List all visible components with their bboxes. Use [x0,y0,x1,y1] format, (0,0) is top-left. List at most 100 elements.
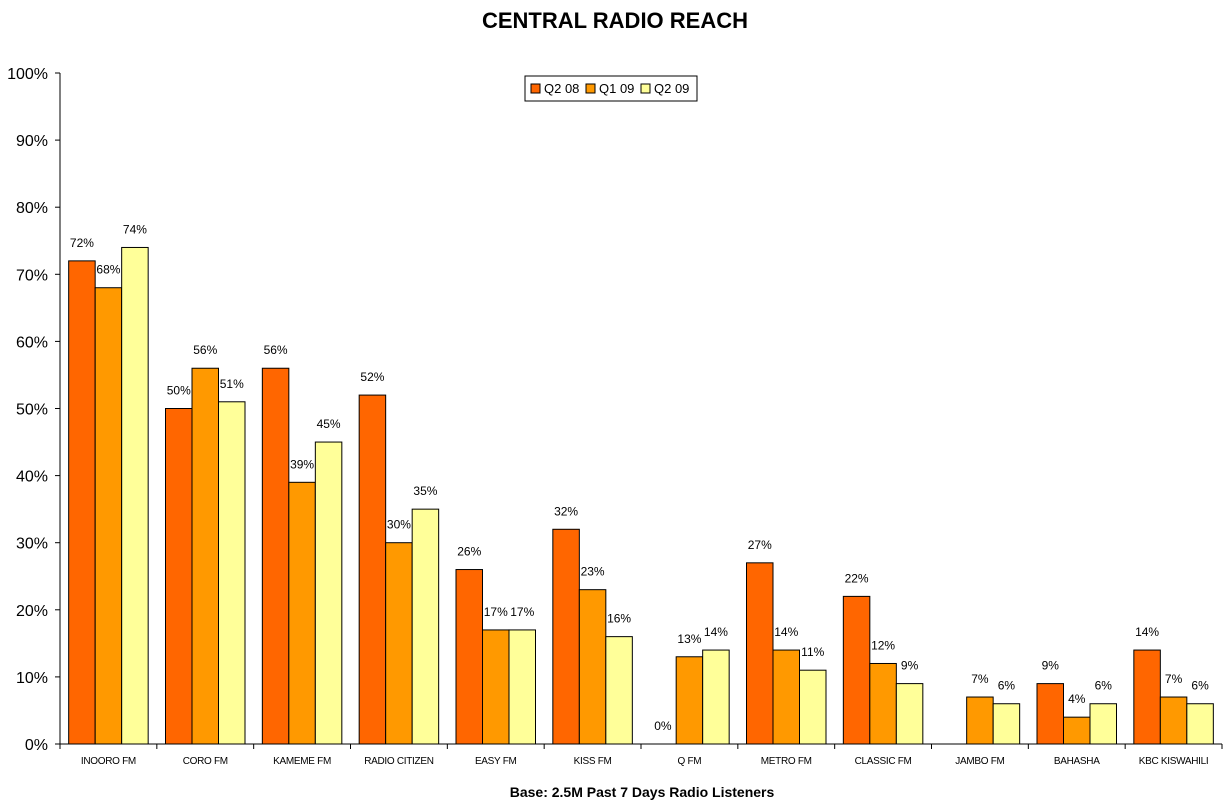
bar [552,528,580,745]
x-tick-label: BAHASHA [1054,756,1100,767]
y-axis: 0% 10% 20% 30% 40% 50% 60% 70% 80% 90% 100% [7,66,61,754]
data-label: 12% [871,638,895,652]
bar [508,629,536,745]
chart-footer-note: Base: 2.5M Past 7 Days Radio Listeners [510,784,775,800]
bar [1036,683,1064,745]
data-label: 72% [70,236,94,250]
data-label: 14% [1135,625,1159,639]
bar [702,649,730,745]
x-axis: INOORO FM CORO FM KAMEME FM RADIO CITIZEN EA… [59,743,1223,767]
data-label: 30% [387,518,411,532]
x-tick-label: CORO FM [183,756,228,767]
bar [605,636,633,745]
bar [288,481,316,745]
x-tick-label: METRO FM [761,756,812,767]
bar [165,408,193,745]
bar [992,703,1021,745]
bar [675,656,704,745]
data-label: 6% [1191,679,1209,693]
legend-swatch [530,83,541,94]
bar [799,669,827,745]
x-tick-label: KISS FM [574,756,612,767]
bar [314,441,343,745]
data-label: 39% [290,457,314,471]
x-tick-label: EASY FM [475,756,517,767]
chart-title: CENTRAL RADIO REACH [482,8,748,33]
bar [1159,696,1188,745]
bar [411,508,440,745]
y-tick-label: 100% [7,66,48,83]
data-label: 16% [607,612,631,626]
data-label: 56% [193,343,217,357]
data-label: 50% [167,384,191,398]
data-label: 45% [317,417,341,431]
data-label: 14% [704,625,728,639]
data-label: 51% [220,377,244,391]
bar [68,260,96,745]
data-label: 23% [581,565,605,579]
data-labels-group: 72% 50% 56% 52% 26% 32% 0% 27% 22% 9% 14% 68% 56% 39%… [70,222,1209,733]
data-label: 0% [654,719,672,733]
data-label: 27% [748,538,772,552]
y-tick-label: 10% [16,670,48,687]
legend-label: Q2 08 [544,81,579,96]
x-tick-label: JAMBO FM [955,756,1004,767]
y-tick-label: 80% [16,200,48,217]
legend-label: Q2 09 [654,81,689,96]
bar [772,649,800,745]
data-label: 26% [457,545,481,559]
data-label: 6% [1095,679,1113,693]
data-label: 22% [845,571,869,585]
x-tick-label: KAMEME FM [273,756,331,767]
bar [121,246,149,745]
bar [869,662,897,745]
bar [1063,716,1091,745]
y-tick-label: 70% [16,267,48,284]
y-tick-label: 60% [16,334,48,351]
data-label: 56% [264,343,288,357]
bar [1133,649,1161,745]
data-label: 32% [554,504,578,518]
y-tick-label: 50% [16,402,48,419]
data-label: 68% [96,263,120,277]
bar [94,287,123,745]
legend-swatch [585,83,596,94]
x-tick-label: INOORO FM [81,756,136,767]
bar [842,595,871,745]
y-tick-label: 20% [16,603,48,620]
data-label: 17% [510,605,534,619]
legend-box [524,75,698,102]
bar [895,683,924,745]
bar [261,367,290,745]
data-label: 7% [1165,672,1183,686]
data-label: 9% [901,659,919,673]
bar [1089,703,1117,745]
data-label: 9% [1042,659,1060,673]
legend-swatch [640,83,651,94]
bar [746,562,774,745]
y-tick-label: 0% [25,737,48,754]
data-label: 74% [123,222,147,236]
y-tick-label: 30% [16,536,48,553]
data-label: 35% [413,484,437,498]
x-tick-label: CLASSIC FM [855,756,912,767]
x-tick-label: KBC KISWAHILI [1139,756,1209,767]
data-label: 13% [677,632,701,646]
data-label: 52% [360,370,384,384]
legend-label: Q1 09 [599,81,634,96]
data-label: 14% [774,625,798,639]
data-label: 11% [801,645,824,659]
bar [191,367,219,745]
bar [358,394,387,745]
legend: Q2 08 Q1 09 Q2 09 [524,75,698,102]
bar-series-group [68,246,1214,745]
y-tick-label: 40% [16,469,48,486]
data-label: 6% [998,679,1016,693]
bar [482,629,510,745]
bar [1186,703,1214,745]
bar [218,401,246,745]
data-label: 4% [1068,692,1086,706]
data-label: 7% [971,672,989,686]
data-label: 17% [484,605,508,619]
